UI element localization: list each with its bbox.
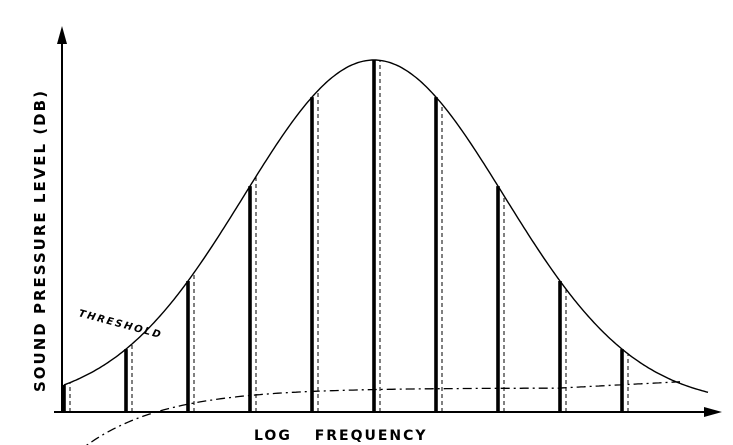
envelope-curve [63, 59, 709, 393]
partials [62, 60, 629, 412]
threshold-label: THRESHOLD [77, 308, 163, 341]
y-axis-label: SOUND PRESSURE LEVEL (DB) [31, 89, 49, 392]
y-axis-arrowhead [57, 26, 67, 44]
axes [54, 26, 722, 417]
threshold-curve [86, 381, 681, 445]
x-axis-label: LOG FREQUENCY [254, 428, 428, 444]
x-axis-arrowhead [704, 407, 722, 417]
